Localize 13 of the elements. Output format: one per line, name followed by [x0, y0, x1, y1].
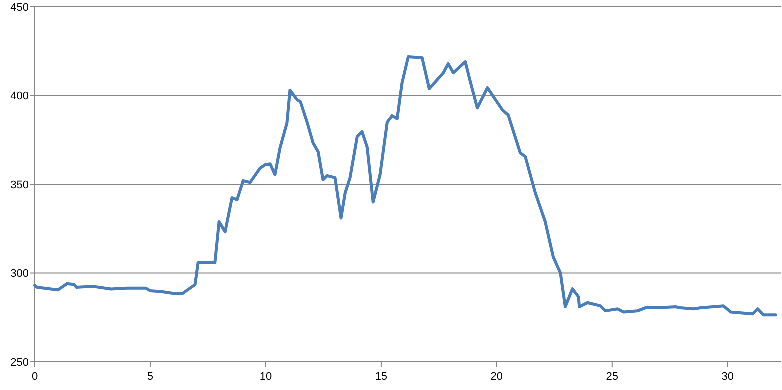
x-tick-label: 5	[147, 371, 154, 383]
y-tick-label: 300	[10, 268, 29, 280]
x-tick-label: 15	[375, 371, 388, 383]
x-tick-label: 10	[260, 371, 272, 383]
line-series	[34, 56, 778, 317]
x-tick-label: 25	[606, 371, 619, 383]
x-tick-label: 30	[722, 371, 734, 383]
x-tick-label: 20	[490, 371, 504, 383]
y-tick-label: 250	[10, 356, 29, 369]
y-tick-label: 400	[10, 90, 29, 103]
y-tick-label: 450	[10, 2, 29, 14]
y-tick-label: 350	[10, 179, 29, 192]
x-tick-label: 0	[32, 371, 38, 383]
